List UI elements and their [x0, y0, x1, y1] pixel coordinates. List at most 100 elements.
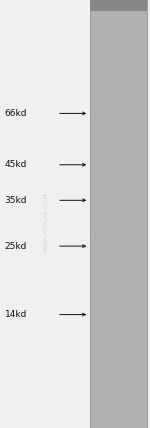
- Bar: [96, 114, 97, 115]
- Bar: [96, 114, 97, 115]
- Bar: [96, 114, 97, 115]
- Bar: [96, 237, 97, 238]
- Bar: [96, 237, 97, 238]
- Bar: [95, 237, 96, 238]
- Bar: [96, 114, 97, 115]
- Bar: [95, 237, 96, 238]
- Bar: [95, 114, 96, 115]
- Bar: [95, 114, 96, 115]
- Bar: [96, 237, 97, 238]
- Bar: [95, 114, 96, 115]
- Bar: [96, 237, 97, 238]
- Bar: [95, 114, 96, 115]
- Bar: [95, 237, 96, 238]
- Bar: [95, 114, 96, 115]
- Bar: [95, 114, 96, 115]
- Bar: [96, 237, 97, 238]
- Bar: [95, 114, 96, 115]
- Bar: [96, 114, 97, 115]
- Bar: [96, 237, 97, 238]
- Bar: [96, 114, 97, 115]
- Bar: [95, 237, 96, 238]
- Bar: [96, 237, 97, 238]
- Bar: [95, 237, 96, 238]
- Bar: [96, 114, 97, 115]
- Bar: [95, 114, 96, 115]
- Bar: [96, 237, 97, 238]
- Bar: [96, 237, 97, 238]
- Bar: [96, 237, 97, 238]
- Bar: [95, 114, 96, 115]
- Bar: [95, 114, 96, 115]
- Bar: [95, 237, 96, 238]
- Bar: [96, 237, 97, 238]
- Bar: [95, 114, 96, 115]
- Bar: [95, 114, 96, 115]
- Bar: [95, 237, 96, 238]
- Bar: [96, 114, 97, 115]
- Bar: [96, 114, 97, 115]
- Bar: [95, 114, 96, 115]
- Bar: [96, 114, 97, 115]
- Bar: [96, 114, 97, 115]
- Bar: [96, 237, 97, 238]
- Bar: [96, 114, 97, 115]
- Bar: [95, 114, 96, 115]
- Bar: [95, 114, 96, 115]
- Bar: [96, 114, 97, 115]
- Bar: [95, 114, 96, 115]
- Bar: [96, 114, 97, 115]
- Bar: [95, 114, 96, 115]
- Bar: [95, 237, 96, 238]
- Bar: [95, 237, 96, 238]
- Bar: [96, 114, 97, 115]
- Bar: [95, 114, 96, 115]
- Bar: [95, 237, 96, 238]
- Bar: [96, 237, 97, 238]
- Bar: [96, 237, 97, 238]
- Bar: [95, 114, 96, 115]
- Bar: [95, 237, 96, 238]
- Bar: [95, 237, 96, 238]
- Bar: [95, 114, 96, 115]
- Bar: [96, 114, 97, 115]
- Bar: [95, 114, 96, 115]
- Bar: [96, 114, 97, 115]
- Bar: [96, 237, 97, 238]
- Bar: [95, 114, 96, 115]
- Bar: [96, 114, 97, 115]
- Bar: [96, 114, 97, 115]
- Bar: [95, 114, 96, 115]
- Bar: [95, 237, 96, 238]
- Bar: [95, 237, 96, 238]
- Bar: [95, 114, 96, 115]
- Bar: [96, 114, 97, 115]
- Bar: [95, 114, 96, 115]
- Bar: [95, 114, 96, 115]
- Bar: [95, 114, 96, 115]
- Text: WWW.PTGLAB.COM: WWW.PTGLAB.COM: [44, 192, 49, 253]
- Bar: [96, 114, 97, 115]
- Bar: [95, 237, 96, 238]
- Bar: [95, 237, 96, 238]
- Bar: [96, 237, 97, 238]
- Bar: [95, 114, 96, 115]
- Bar: [96, 237, 97, 238]
- Bar: [96, 114, 97, 115]
- Bar: [95, 237, 96, 238]
- Bar: [96, 114, 97, 115]
- Bar: [95, 114, 96, 115]
- Bar: [95, 114, 96, 115]
- Bar: [96, 237, 97, 238]
- Bar: [96, 237, 97, 238]
- Bar: [95, 237, 96, 238]
- Bar: [96, 237, 97, 238]
- Bar: [96, 237, 97, 238]
- Bar: [96, 237, 97, 238]
- Bar: [96, 237, 97, 238]
- Bar: [95, 114, 96, 115]
- Bar: [96, 114, 97, 115]
- Bar: [96, 114, 97, 115]
- Bar: [95, 114, 96, 115]
- Bar: [95, 237, 96, 238]
